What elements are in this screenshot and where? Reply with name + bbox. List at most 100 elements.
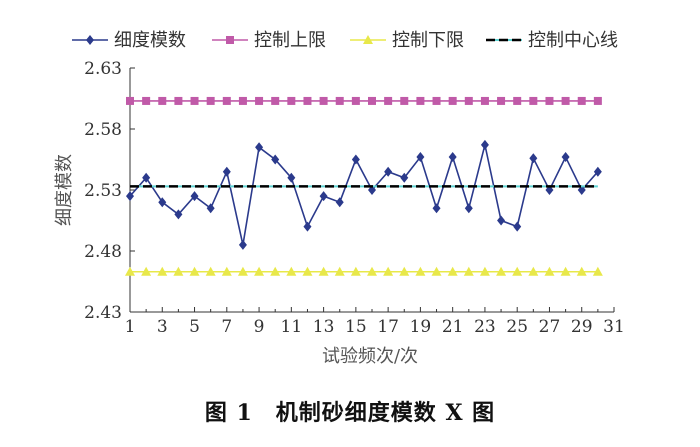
limit-point: [463, 266, 474, 276]
limit-point: [125, 266, 135, 276]
data-point: [464, 203, 473, 214]
limit-point: [544, 266, 555, 276]
x-tick-label: 23: [474, 317, 496, 337]
limit-point: [496, 266, 507, 276]
limit-point: [334, 266, 345, 276]
limit-point: [303, 96, 312, 105]
x-tick-label: 9: [254, 317, 265, 337]
x-tick-label: 3: [157, 317, 168, 337]
legend-label: 控制下限: [392, 30, 464, 51]
limit-point: [383, 266, 394, 276]
data-point: [416, 152, 425, 163]
limit-point: [351, 96, 360, 105]
limit-point: [270, 266, 281, 276]
limit-point: [577, 96, 586, 105]
y-tick-label: 2.43: [84, 303, 122, 323]
limit-point: [335, 96, 344, 105]
limit-point: [238, 96, 247, 105]
limit-point: [431, 266, 442, 276]
data-point: [384, 166, 393, 177]
x-tick-label: 11: [281, 317, 303, 337]
data-point: [593, 166, 602, 177]
legend: 细度模数 控制上限 控制下限 控制中心线: [72, 30, 618, 51]
data-point: [335, 197, 344, 208]
data-point: [142, 172, 151, 183]
x-tick-label: 25: [506, 317, 528, 337]
limit-point: [480, 96, 489, 105]
legend-marker: [363, 35, 373, 44]
data-point: [303, 221, 312, 232]
limit-point: [561, 96, 570, 105]
x-tick-label: 5: [189, 317, 200, 337]
data-point: [174, 209, 183, 220]
limit-point: [512, 266, 523, 276]
limit-point: [592, 266, 603, 276]
fineness-line: [129, 144, 599, 246]
limit-point: [513, 96, 522, 105]
limit-point: [529, 96, 538, 105]
limit-point: [593, 96, 602, 105]
data-point: [400, 172, 409, 183]
series-1: [126, 139, 602, 250]
series-layer: [125, 96, 603, 276]
limit-point: [271, 96, 280, 105]
legend-item: 控制下限: [350, 30, 464, 51]
x-tick-label: 15: [345, 317, 367, 337]
x-axis-title: 试验频次/次: [322, 346, 418, 367]
limit-point: [222, 96, 231, 105]
x-tick-label: 31: [603, 317, 625, 337]
series-2: [126, 96, 602, 105]
limit-point: [206, 96, 215, 105]
limit-point: [205, 266, 216, 276]
legend-label: 控制上限: [254, 30, 326, 51]
data-point: [513, 221, 522, 232]
x-tick-label: 1: [125, 317, 136, 337]
data-point: [255, 142, 264, 153]
limit-point: [174, 96, 183, 105]
legend-label: 细度模数: [114, 30, 186, 51]
limit-point: [142, 96, 151, 105]
axes: 2.432.482.532.582.631 3 5 7 9 11 13 15 17 19 21 23 2…: [84, 59, 625, 337]
x-tick-label: 29: [571, 317, 593, 337]
data-point: [190, 191, 199, 202]
y-axis-title: 细度模数: [54, 154, 75, 226]
limit-point: [255, 96, 264, 105]
data-point: [480, 139, 489, 150]
limit-point: [400, 96, 409, 105]
x-tick-label: 17: [377, 317, 399, 337]
x-tick-label: 7: [221, 317, 232, 337]
y-tick-label: 2.58: [84, 120, 122, 140]
legend-item: 控制中心线: [486, 30, 618, 51]
x-tick-label: 13: [313, 317, 335, 337]
x-tick-label: 19: [410, 317, 432, 337]
limit-point: [576, 266, 587, 276]
limit-point: [157, 266, 168, 276]
data-point: [271, 154, 280, 165]
limit-point: [384, 96, 393, 105]
limit-point: [287, 96, 296, 105]
data-point: [448, 152, 457, 163]
figure-caption: 图 1 机制砂细度模数 X 图: [204, 400, 496, 426]
legend-label: 控制中心线: [528, 30, 618, 51]
limit-point: [350, 266, 361, 276]
limit-point: [399, 266, 410, 276]
limit-point: [416, 96, 425, 105]
limit-point: [286, 266, 297, 276]
limit-point: [190, 96, 199, 105]
y-tick-label: 2.48: [84, 242, 122, 262]
limit-point: [545, 96, 554, 105]
data-point: [529, 153, 538, 164]
limit-point: [560, 266, 571, 276]
data-point: [351, 154, 360, 165]
limit-point: [141, 266, 152, 276]
limit-point: [447, 266, 458, 276]
limit-point: [221, 266, 232, 276]
series-3: [125, 266, 603, 276]
limit-point: [173, 266, 184, 276]
x-tick-label: 27: [539, 317, 561, 337]
data-point: [126, 191, 134, 202]
limit-point: [158, 96, 167, 105]
legend-item: 控制上限: [212, 30, 326, 51]
data-point: [561, 152, 570, 163]
